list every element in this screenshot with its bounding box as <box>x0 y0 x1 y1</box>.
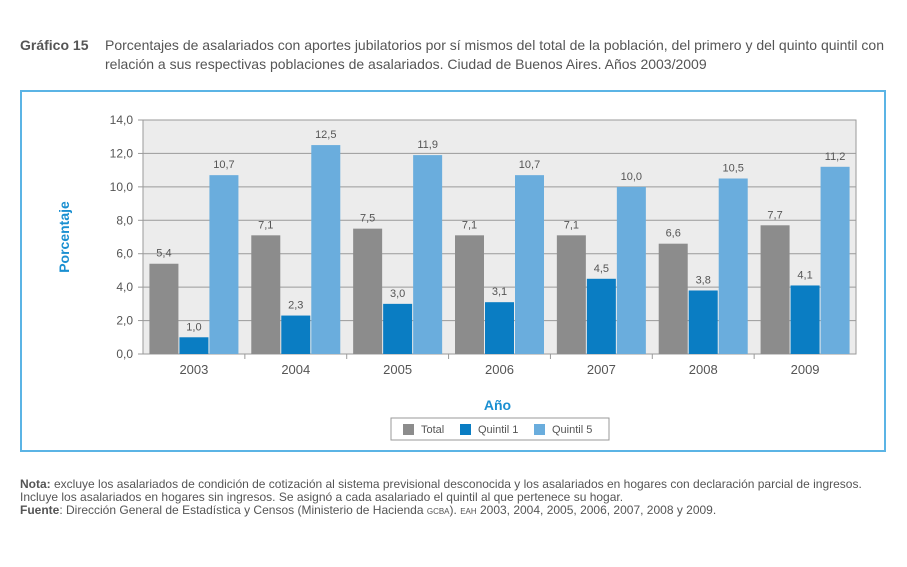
bar-quintil-5 <box>616 186 646 354</box>
chart-number: Gráfico 15 <box>20 37 89 53</box>
y-tick-label: 6,0 <box>116 247 133 261</box>
data-label: 11,2 <box>825 151 846 163</box>
legend-box <box>390 417 610 441</box>
data-label: 3,1 <box>492 286 507 298</box>
data-label: 10,7 <box>519 159 540 171</box>
y-tick-label: 8,0 <box>116 213 133 227</box>
legend-swatch <box>534 424 545 435</box>
bar-chart: 0,0 2,0 4,0 6,0 8,0 10,0 12,0 14,0 5,4 1,0 10,7 200… <box>56 113 857 441</box>
data-label: 5,4 <box>156 248 171 260</box>
data-label: 7,7 <box>767 209 782 221</box>
source-eah: EAH <box>460 507 477 516</box>
legend-label: Total <box>421 424 444 436</box>
bar-quintil-5 <box>718 178 748 354</box>
legend-swatch <box>460 424 471 435</box>
bar-quintil-1 <box>281 315 311 354</box>
bar-quintil-5 <box>515 175 544 354</box>
data-label: 3,0 <box>390 288 405 300</box>
bar-total <box>149 263 179 354</box>
y-tick-label: 14,0 <box>110 113 134 127</box>
x-tick-label: 2004 <box>281 362 310 377</box>
data-label: 6,6 <box>666 228 681 240</box>
source-text-3: 2003, 2004, 2005, 2006, 2007, 2008 y 200… <box>476 503 717 517</box>
source-label: Fuente <box>20 503 60 517</box>
note: Nota: excluye los asalariados de condici… <box>20 478 900 504</box>
bar-quintil-5 <box>413 155 443 354</box>
legend-label: Quintil 5 <box>552 424 592 436</box>
bar-quintil-1 <box>790 285 820 354</box>
bar-total <box>251 235 281 354</box>
bar-total <box>760 225 790 354</box>
x-tick-label: 2009 <box>791 362 820 377</box>
bar-quintil-5 <box>820 166 850 354</box>
x-tick-label: 2003 <box>179 362 208 377</box>
legend-label: Quintil 1 <box>478 424 518 436</box>
bar-total <box>658 243 688 354</box>
data-label: 10,0 <box>621 171 642 183</box>
x-axis-title: Año <box>484 397 511 413</box>
legend-swatch <box>403 424 414 435</box>
x-tick-label: 2007 <box>587 362 616 377</box>
chart-title-text: Porcentajes de asalariados con aportes j… <box>105 37 884 72</box>
chart-frame: 0,0 2,0 4,0 6,0 8,0 10,0 12,0 14,0 5,4 1,0 10,7 200… <box>20 90 886 452</box>
data-label: 3,8 <box>696 274 711 286</box>
data-label: 7,1 <box>258 219 273 231</box>
bar-quintil-1 <box>485 302 514 354</box>
data-label: 7,1 <box>462 219 477 231</box>
data-label: 7,5 <box>360 213 375 225</box>
data-label: 7,1 <box>564 219 579 231</box>
chart-notes: Nota: excluye los asalariados de condici… <box>20 478 900 518</box>
bar-quintil-1 <box>586 278 616 354</box>
source-text-1: : Dirección General de Estadística y Cen… <box>59 503 427 517</box>
data-label: 2,3 <box>288 300 303 312</box>
source: Fuente: Dirección General de Estadística… <box>20 504 900 518</box>
note-label: Nota: <box>20 477 51 491</box>
y-axis-title: Porcentaje <box>56 201 72 273</box>
data-label: 10,5 <box>723 163 744 175</box>
x-tick-label: 2006 <box>485 362 514 377</box>
bar-quintil-1 <box>179 337 209 354</box>
bar-total <box>353 228 383 354</box>
bar-total <box>455 235 484 354</box>
data-label: 4,5 <box>594 263 609 275</box>
y-tick-label: 0,0 <box>116 347 133 361</box>
data-label: 10,7 <box>213 159 234 171</box>
note-text: excluye los asalariados de condición de … <box>20 477 862 504</box>
data-label: 12,5 <box>315 129 336 141</box>
x-tick-label: 2008 <box>689 362 718 377</box>
source-text-2: ). <box>449 503 461 517</box>
data-label: 11,9 <box>417 139 438 151</box>
data-label: 1,0 <box>186 321 201 333</box>
y-tick-label: 4,0 <box>116 280 133 294</box>
bar-quintil-5 <box>311 145 341 354</box>
y-tick-label: 2,0 <box>116 314 133 328</box>
y-tick-label: 10,0 <box>110 180 134 194</box>
bar-quintil-1 <box>383 303 413 354</box>
bar-quintil-5 <box>209 175 239 354</box>
bar-total <box>556 235 586 354</box>
bar-quintil-1 <box>688 290 718 354</box>
chart-title: Gráfico 15 Porcentajes de asalariados co… <box>20 36 890 74</box>
source-gcba: GCBA <box>426 507 450 516</box>
y-tick-label: 12,0 <box>110 146 134 160</box>
x-tick-label: 2005 <box>383 362 412 377</box>
data-label: 4,1 <box>797 269 812 281</box>
